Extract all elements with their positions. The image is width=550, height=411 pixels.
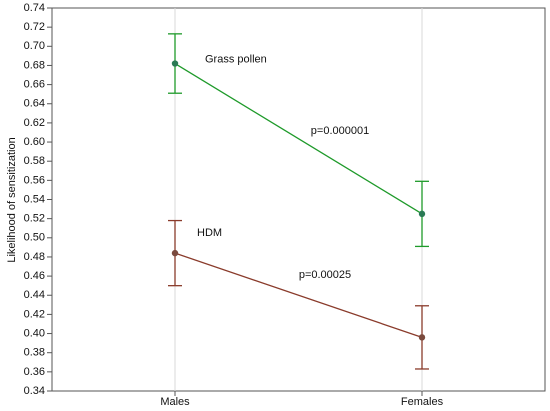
y-tick-label: 0.66 [24, 79, 45, 91]
y-tick-label: 0.40 [24, 327, 45, 339]
y-tick-label: 0.48 [24, 251, 45, 263]
y-tick-label: 0.50 [24, 232, 45, 244]
annotation: p=0.00025 [299, 269, 351, 281]
y-tick-label: 0.36 [24, 366, 45, 378]
y-tick-label: 0.42 [24, 308, 45, 320]
point [171, 60, 179, 67]
x-tick-label: Males [160, 396, 190, 408]
y-tick-label: 0.38 [24, 347, 45, 359]
x-tick-label: Females [401, 396, 444, 408]
point [418, 210, 426, 218]
y-tick-label: 0.46 [24, 270, 45, 282]
series-label: Grass pollen [205, 53, 267, 65]
y-tick-label: 0.56 [24, 174, 45, 186]
y-axis-label: Likelihood of sensitization [6, 137, 18, 262]
point [418, 334, 426, 341]
point [171, 249, 179, 257]
y-tick-label: 0.72 [24, 21, 45, 33]
annotation: p=0.000001 [311, 125, 369, 137]
series-line [174, 252, 423, 338]
y-tick-label: 0.44 [24, 289, 45, 301]
plot-frame [51, 7, 546, 392]
y-tick-label: 0.52 [24, 213, 45, 225]
y-tick-label: 0.34 [24, 385, 45, 397]
series-label: HDM [197, 227, 222, 239]
y-tick-label: 0.70 [24, 40, 45, 52]
y-tick-label: 0.58 [24, 155, 45, 167]
y-tick-label: 0.62 [24, 117, 45, 129]
y-tick-label: 0.68 [24, 59, 45, 71]
y-tick-label: 0.54 [24, 193, 45, 205]
series-line [174, 62, 423, 215]
y-tick-label: 0.64 [24, 98, 45, 110]
y-tick-label: 0.60 [24, 136, 45, 148]
y-tick-label: 0.74 [24, 2, 45, 14]
